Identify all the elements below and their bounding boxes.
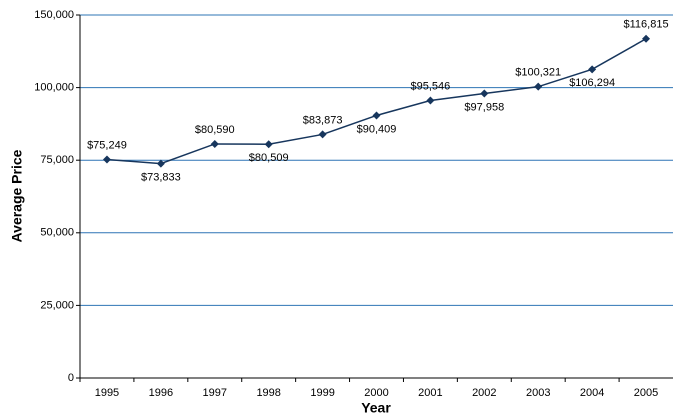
- data-point: [426, 96, 435, 105]
- x-tick-label: 1995: [95, 387, 119, 399]
- data-point: [102, 155, 111, 164]
- data-label: $100,321: [515, 67, 561, 79]
- data-label: $80,509: [249, 152, 289, 164]
- data-line: [106, 38, 647, 165]
- data-point: [480, 89, 489, 98]
- data-point: [156, 159, 165, 168]
- x-tick-label: 1999: [310, 387, 334, 399]
- y-tick-label: 0: [68, 372, 74, 384]
- x-axis-title: Year: [361, 400, 391, 416]
- data-point: [372, 111, 381, 120]
- y-tick-label: 50,000: [40, 227, 74, 239]
- y-tick-label: 150,000: [34, 9, 74, 21]
- x-tick-label: 1996: [149, 387, 173, 399]
- x-tick-label: 2004: [580, 387, 604, 399]
- x-tick-label: 1998: [256, 387, 280, 399]
- data-label: $106,294: [569, 77, 615, 89]
- data-point: [210, 139, 219, 148]
- x-tick-label: 2005: [634, 387, 658, 399]
- x-tick-label: 2003: [526, 387, 550, 399]
- data-label: $83,873: [303, 114, 343, 126]
- data-label: $75,249: [87, 139, 127, 151]
- data-label: $116,815: [624, 19, 669, 31]
- y-tick-label: 25,000: [40, 299, 74, 311]
- x-tick-label: 1997: [203, 387, 227, 399]
- data-label: $95,546: [411, 80, 451, 92]
- y-tick-label: 75,000: [40, 154, 74, 166]
- x-tick-label: 2002: [472, 387, 496, 399]
- y-axis-title: Average Price: [9, 149, 25, 242]
- data-label: $90,409: [357, 123, 397, 135]
- data-point: [534, 82, 543, 91]
- data-point: [318, 130, 327, 139]
- data-label: $97,958: [464, 101, 504, 113]
- x-tick-label: 2000: [364, 387, 388, 399]
- y-tick-label: 100,000: [34, 82, 74, 94]
- data-point: [642, 34, 651, 43]
- x-tick-label: 2001: [418, 387, 442, 399]
- data-point: [588, 65, 597, 74]
- data-label: $80,590: [195, 124, 235, 136]
- data-label: $73,833: [141, 171, 181, 183]
- data-point: [264, 140, 273, 149]
